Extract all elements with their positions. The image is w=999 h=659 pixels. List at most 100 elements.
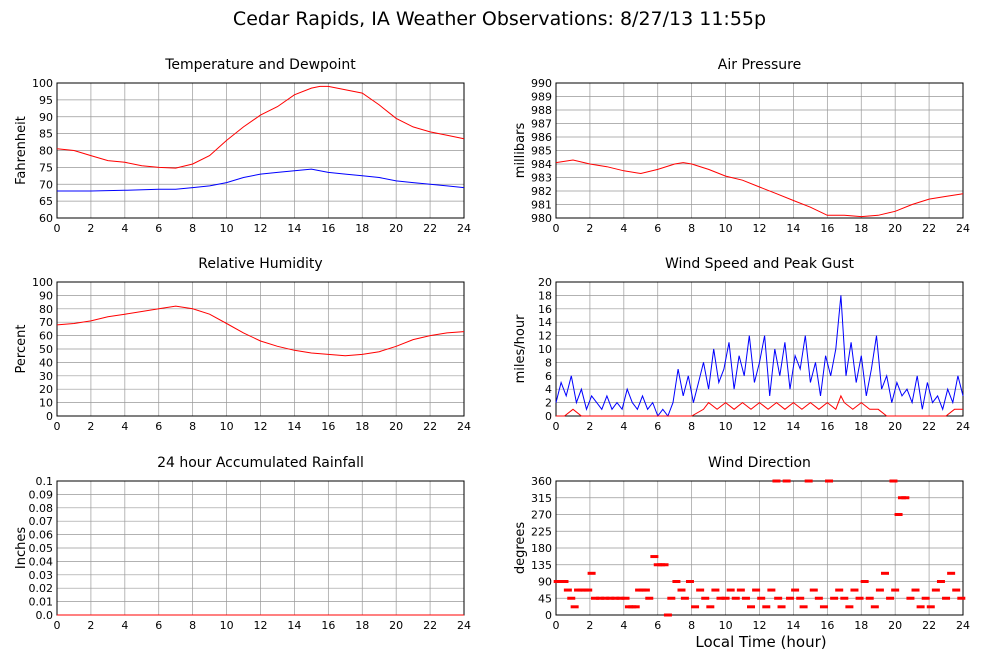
scatter-point xyxy=(757,596,766,600)
scatter-point xyxy=(786,596,795,600)
y-tick-label: 70 xyxy=(39,178,53,191)
x-tick-label: 20 xyxy=(389,619,403,632)
scatter-point xyxy=(796,596,805,600)
scatter-point xyxy=(891,588,900,592)
y-tick-label: 0 xyxy=(545,609,552,622)
x-tick-label: 18 xyxy=(355,619,369,632)
scatter-point xyxy=(660,563,669,567)
plot-frame xyxy=(555,281,964,417)
scatter-point xyxy=(691,605,700,609)
scatter-point xyxy=(880,571,889,575)
series-line-0 xyxy=(555,159,964,218)
scatter-point xyxy=(865,596,874,600)
scatter-point xyxy=(706,605,715,609)
x-tick-label: 16 xyxy=(820,420,834,433)
x-tick-label: 18 xyxy=(854,222,868,235)
y-tick-label: 988 xyxy=(531,104,552,117)
x-tick-label: 8 xyxy=(189,619,196,632)
x-tick-label: 4 xyxy=(121,619,128,632)
scatter-point xyxy=(809,588,818,592)
x-tick-label: 10 xyxy=(220,619,234,632)
y-tick-label: 45 xyxy=(538,592,552,605)
x-tick-label: 24 xyxy=(956,420,970,433)
scatter-point xyxy=(894,513,903,516)
x-tick-label: 24 xyxy=(457,619,471,632)
x-tick-label: 22 xyxy=(922,222,936,235)
scatter-point xyxy=(741,596,750,600)
x-tick-label: 20 xyxy=(888,420,902,433)
y-tick-label: 65 xyxy=(39,195,53,208)
y-tick-label: 0 xyxy=(46,410,53,423)
scatter-point xyxy=(677,588,686,592)
scatter-point xyxy=(886,596,895,600)
scatter-point xyxy=(584,588,593,592)
scatter-point xyxy=(936,580,945,583)
y-tick-label: 135 xyxy=(531,559,552,572)
scatter-point xyxy=(680,596,689,600)
scatter-point xyxy=(591,596,600,600)
x-tick-label: 8 xyxy=(688,222,695,235)
y-tick-label: 100 xyxy=(32,276,53,289)
x-tick-label: 18 xyxy=(355,420,369,433)
x-tick-label: 24 xyxy=(956,619,970,632)
x-tick-label: 10 xyxy=(719,420,733,433)
x-tick-label: 0 xyxy=(54,619,61,632)
x-tick-label: 6 xyxy=(654,222,661,235)
series-line-0 xyxy=(56,85,465,169)
scatter-point xyxy=(840,596,849,600)
y-tick-label: 983 xyxy=(531,172,552,185)
page-title: Cedar Rapids, IA Weather Observations: 8… xyxy=(232,8,767,30)
scatter-point xyxy=(641,588,650,592)
scatter-point xyxy=(560,580,569,583)
scatter-point xyxy=(860,580,869,583)
scatter-point xyxy=(830,596,839,600)
y-tick-label: 10 xyxy=(538,343,552,356)
y-tick-label: 0.01 xyxy=(29,596,54,609)
scatter-point xyxy=(621,596,630,600)
y-tick-label: 95 xyxy=(39,94,53,107)
y-tick-label: 985 xyxy=(531,145,552,158)
series-line-1 xyxy=(556,394,963,417)
y-tick-label: 0.02 xyxy=(29,582,54,595)
x-tick-label: 0 xyxy=(553,619,560,632)
scatter-point xyxy=(685,580,694,583)
scatter-point xyxy=(947,571,956,575)
y-tick-label: 180 xyxy=(531,542,552,555)
y-tick-label: 0 xyxy=(545,410,552,423)
x-tick-label: 16 xyxy=(321,222,335,235)
scatter-point xyxy=(825,479,834,483)
scatter-point xyxy=(747,605,756,609)
scatter-point xyxy=(587,571,596,575)
scatter-point xyxy=(567,596,576,600)
x-tick-label: 22 xyxy=(922,420,936,433)
x-tick-label: 12 xyxy=(254,619,268,632)
chart-title: Air Pressure xyxy=(718,57,801,73)
x-tick-label: 2 xyxy=(586,222,593,235)
y-tick-label: 14 xyxy=(538,316,552,329)
scatter-point xyxy=(819,605,828,609)
y-tick-label: 315 xyxy=(531,492,552,505)
x-tick-label: 14 xyxy=(786,420,800,433)
y-axis-label: millibars xyxy=(513,123,528,179)
x-tick-label: 24 xyxy=(457,222,471,235)
scatter-point xyxy=(667,596,676,600)
scatter-point xyxy=(835,588,844,592)
scatter-point xyxy=(901,496,910,500)
scatter-point xyxy=(645,596,654,600)
y-tick-label: 60 xyxy=(39,212,53,225)
scatter-point xyxy=(663,613,672,617)
y-tick-label: 10 xyxy=(39,397,53,410)
scatter-point xyxy=(889,479,898,483)
x-tick-label: 14 xyxy=(287,619,301,632)
y-tick-label: 984 xyxy=(531,158,552,171)
y-tick-label: 0.03 xyxy=(29,569,54,582)
series-line-0 xyxy=(555,295,964,418)
x-tick-label: 4 xyxy=(620,222,627,235)
scatter-point xyxy=(814,596,823,600)
scatter-point xyxy=(701,596,710,600)
scatter-point xyxy=(716,596,725,600)
y-tick-label: 80 xyxy=(39,303,53,316)
